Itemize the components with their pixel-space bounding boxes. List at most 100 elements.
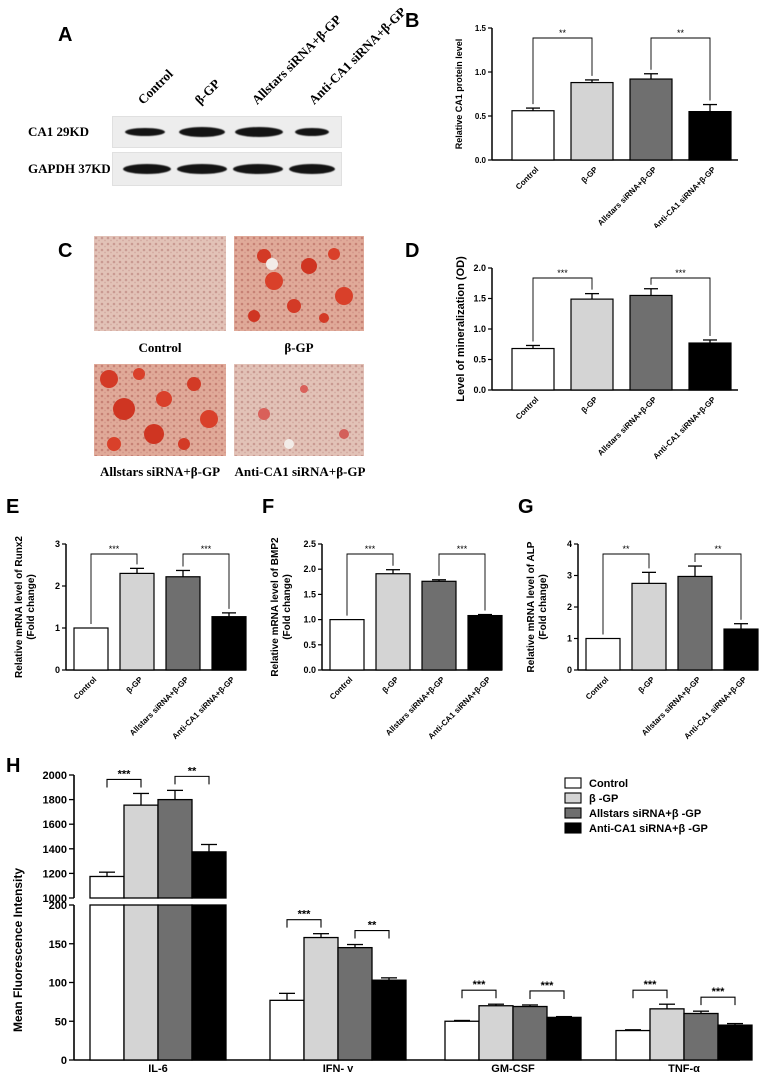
y-tick-label: 1.5 — [475, 24, 487, 33]
bar — [467, 614, 503, 671]
stain-caption: Control — [138, 340, 182, 355]
y-tick-label: 0 — [55, 665, 60, 675]
blot-lane-label: β-GP — [191, 76, 223, 108]
blot-band — [179, 127, 225, 137]
stain-photo-control — [94, 236, 226, 331]
y-tick-label: 0 — [567, 665, 572, 675]
panel-label-d: D — [405, 240, 420, 262]
significance-label: *** — [675, 268, 686, 278]
y-tick-label: 100 — [49, 978, 67, 990]
blot-band — [289, 164, 335, 174]
y-tick-label: 0.0 — [475, 156, 487, 165]
blot-band — [295, 128, 329, 136]
bar — [631, 582, 667, 671]
x-tick-label: Allstars siRNA+β-GP — [596, 395, 659, 458]
bar — [512, 1005, 548, 1061]
y-axis-label: Relative mRNA level of ALP — [526, 541, 537, 672]
significance-bracket — [461, 989, 497, 999]
bar — [629, 294, 673, 391]
bar — [723, 628, 759, 671]
y-tick-label: 1200 — [43, 868, 67, 880]
y-tick-label: 2000 — [43, 770, 67, 782]
x-tick-label: Control — [72, 675, 98, 701]
bar — [421, 580, 457, 671]
blot-band — [123, 164, 171, 174]
significance-bracket — [650, 277, 711, 336]
y-tick-label: 0.0 — [473, 385, 486, 395]
bar — [511, 347, 555, 391]
bar — [717, 1024, 753, 1061]
significance-bracket — [700, 996, 736, 1006]
y-tick-label: 2.5 — [303, 539, 316, 549]
significance-label: ** — [188, 765, 197, 777]
y-tick-label: 0.0 — [303, 665, 316, 675]
legend-swatch — [564, 777, 582, 789]
bar — [211, 616, 247, 671]
bar-lower-segment — [191, 904, 227, 1061]
x-tick-label: Control — [514, 395, 540, 421]
stain-caption: Anti-CA1 siRNA+β-GP — [234, 464, 366, 479]
stain-photo-anti — [234, 364, 364, 456]
significance-bracket — [90, 553, 138, 624]
significance-bracket — [532, 277, 593, 342]
significance-bracket — [354, 929, 390, 939]
y-axis-label: Level of mineralization (OD) — [455, 256, 467, 402]
blot-row-label: CA1 29KD — [28, 124, 90, 139]
significance-label: *** — [473, 979, 487, 991]
bar — [375, 573, 411, 671]
y-tick-label: 1 — [567, 634, 572, 644]
significance-label: *** — [712, 986, 726, 998]
significance-bracket — [650, 37, 711, 101]
bar — [478, 1005, 514, 1061]
blot-lane-label: Anti-CA1 siRNA+β-GP — [305, 4, 409, 108]
bar — [337, 946, 373, 1061]
significance-label: ** — [622, 544, 630, 554]
chart-d: 0.0 0.5 1.0 1.5 2.0 Level of mineralization (… — [455, 256, 738, 461]
bar-upper-segment — [191, 851, 227, 899]
chart-f: 0.0 0.5 1.0 1.5 2.0 2.5 Relative mRNA level of… — [270, 537, 503, 741]
x-tick-label: Anti-CA1 siRNA+β-GP — [651, 395, 717, 461]
bar — [444, 1020, 480, 1061]
bar — [615, 1029, 651, 1061]
y-tick-label: 3 — [55, 539, 60, 549]
x-tick-label: IL-6 — [148, 1063, 168, 1072]
y-axis-label: Relative mRNA level of BMP2 — [270, 537, 281, 677]
significance-bracket — [632, 989, 668, 999]
bar — [546, 1016, 582, 1061]
panel-label-c: C — [58, 240, 73, 262]
y-tick-label: 2.0 — [473, 263, 486, 273]
significance-label: *** — [541, 980, 555, 992]
significance-bracket — [106, 778, 142, 788]
blot-band — [177, 164, 227, 174]
y-axis-label: (Fold change) — [538, 574, 549, 640]
x-tick-label: β-GP — [125, 675, 145, 695]
y-tick-label: 1800 — [43, 795, 67, 807]
y-tick-label: 2.0 — [303, 564, 316, 574]
blot-lane-label: Control — [134, 66, 176, 108]
x-tick-label: β-GP — [580, 165, 600, 185]
panel-label-h: H — [6, 755, 21, 777]
bar — [585, 637, 621, 671]
y-tick-label: 1 — [55, 623, 60, 633]
y-tick-label: 2 — [567, 602, 572, 612]
bar — [73, 627, 109, 671]
stain-caption: Allstars siRNA+β-GP — [99, 464, 221, 479]
significance-label: *** — [201, 544, 212, 554]
significance-label: ** — [677, 28, 685, 38]
significance-label: ** — [714, 544, 722, 554]
y-tick-label: 0 — [61, 1055, 67, 1067]
legend-swatch — [564, 822, 582, 834]
legend-swatch — [564, 792, 582, 804]
stain-photo-bgp — [234, 236, 364, 331]
bar — [629, 78, 673, 161]
x-tick-label: Allstars siRNA+β-GP — [596, 165, 659, 228]
bar-lower-segment — [157, 904, 193, 1061]
significance-bracket — [532, 37, 593, 105]
significance-label: *** — [298, 909, 312, 921]
bar — [371, 979, 407, 1061]
stain-caption: β-GP — [284, 340, 314, 355]
legend-label: Allstars siRNA+β -GP — [589, 808, 701, 820]
x-tick-label: TNF-α — [668, 1063, 700, 1072]
chart-b: 0.0 0.5 1.0 1.5 Relative CA1 protein level Co… — [454, 24, 738, 228]
blot-strip-gapdh — [112, 152, 342, 186]
